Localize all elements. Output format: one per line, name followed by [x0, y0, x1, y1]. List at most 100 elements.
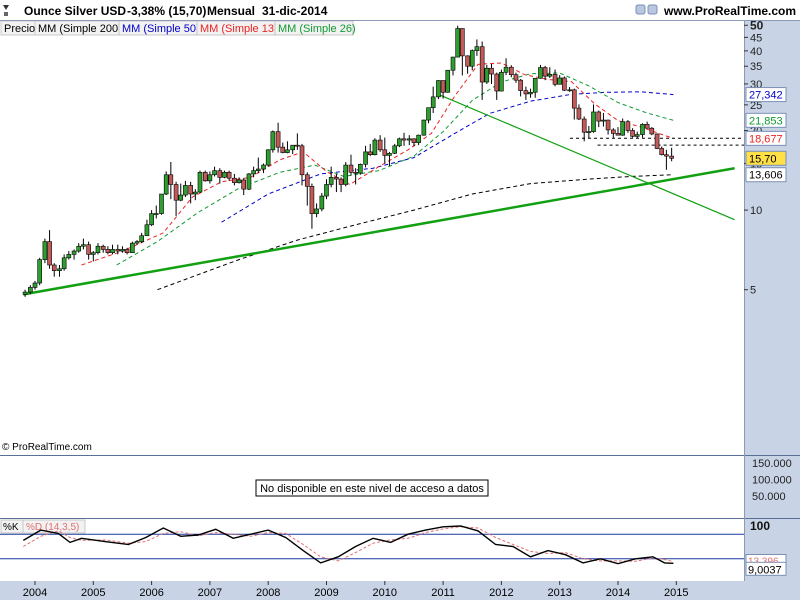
candle: [401, 132, 407, 146]
volume-tick-label: 150.000: [752, 458, 792, 470]
price-tick-label: 35: [750, 61, 762, 73]
candle-body: [611, 129, 616, 134]
candle: [353, 168, 358, 185]
candle-body: [255, 168, 261, 171]
candle-body: [571, 89, 577, 109]
menu-arrow-icon[interactable]: [3, 5, 9, 10]
volume-notice: No disponible en este nivel de acceso a …: [260, 483, 484, 495]
candle: [581, 116, 587, 142]
candle-body: [275, 131, 281, 148]
candle-body: [494, 73, 500, 92]
price-tick-label: 5: [750, 285, 756, 297]
candle: [605, 119, 611, 135]
candle-body: [640, 124, 645, 135]
candle: [387, 151, 392, 166]
candle: [163, 171, 169, 196]
candle: [489, 63, 494, 84]
volume-axis[interactable]: [744, 456, 800, 519]
candle: [51, 263, 57, 277]
candle: [285, 141, 290, 154]
candle-body: [353, 171, 358, 174]
watermark: © ProRealTime.com: [2, 442, 92, 453]
time-axis[interactable]: [0, 581, 800, 600]
resistance-trendline: [437, 93, 735, 221]
volume-tick-label: 100.000: [752, 475, 792, 487]
candle-body: [669, 155, 674, 159]
candle: [377, 135, 383, 152]
candle: [571, 88, 577, 120]
candle-body: [654, 133, 660, 149]
candle: [547, 67, 553, 78]
minimize-icon[interactable]: [635, 4, 646, 15]
candle: [149, 210, 154, 227]
candle-body: [226, 171, 232, 179]
close-value-badge: 15,70: [749, 153, 777, 165]
candle: [426, 107, 431, 124]
candle: [71, 249, 77, 260]
candle-body: [479, 46, 485, 83]
candle-body: [295, 144, 300, 147]
candle: [557, 75, 563, 85]
candle-body: [528, 91, 533, 95]
candle: [246, 173, 252, 191]
ma50-value-badge-box: [745, 87, 787, 103]
candle: [290, 144, 295, 154]
candle-body: [372, 139, 378, 155]
time-axis-ticks: 2004 2005 2006 2007 2008 2009 2010 2011 2012 2013…: [23, 581, 689, 599]
ma200-value-badge: 13,606: [749, 170, 783, 182]
candle: [173, 181, 179, 216]
candle: [86, 241, 91, 260]
candle-body: [499, 71, 504, 92]
candle-body: [576, 107, 582, 120]
candle: [32, 280, 38, 290]
candle-body: [406, 138, 412, 141]
candle-body: [270, 131, 276, 151]
candle: [178, 183, 184, 202]
price-tick-label: 25: [750, 100, 762, 112]
candle: [265, 149, 271, 167]
candle-body: [51, 264, 57, 271]
candle-body: [314, 208, 319, 214]
candle-body: [348, 164, 354, 173]
candle: [324, 179, 329, 200]
candle-body: [416, 134, 421, 143]
site-url[interactable]: www.ProRealTime.com: [663, 4, 796, 18]
candle: [523, 86, 529, 100]
sma50-line: [221, 91, 674, 223]
candle: [275, 122, 281, 153]
candle-body: [363, 151, 368, 165]
candle: [314, 203, 319, 218]
candle-body: [625, 121, 631, 131]
price-badges: 27,342 21,853 18,677 15,70 13,606: [745, 87, 787, 183]
candle-body: [217, 170, 223, 178]
price-tick-label: 40: [750, 46, 762, 58]
candle-body: [130, 242, 135, 254]
stoch-legend: %K %D (14,3,5): [0, 519, 86, 534]
candle-body: [100, 245, 106, 250]
candle: [411, 138, 417, 147]
candle-body: [421, 119, 427, 136]
candle-body: [649, 127, 655, 135]
time-tick-label: 2009: [314, 587, 338, 599]
candle-body: [542, 67, 548, 77]
candle-body: [212, 170, 217, 176]
candle: [436, 80, 441, 100]
ma200-value-badge-box: [745, 167, 787, 183]
candle: [115, 244, 121, 255]
stoch-k-badge-box: [745, 561, 787, 576]
candle: [601, 112, 606, 127]
legend-ma200: MM (Simple 200): [38, 23, 122, 35]
candle-body: [168, 174, 174, 185]
window-icon[interactable]: [4, 12, 8, 16]
candle: [222, 170, 227, 179]
candle: [130, 241, 135, 254]
candle-body: [202, 171, 208, 182]
candle-body: [567, 89, 572, 92]
maximize-icon[interactable]: [647, 4, 658, 15]
candle-body: [246, 173, 252, 190]
support-trendline: [23, 166, 735, 296]
time-tick-label: 2004: [23, 587, 47, 599]
candle: [309, 183, 315, 229]
candle-body: [630, 130, 635, 137]
